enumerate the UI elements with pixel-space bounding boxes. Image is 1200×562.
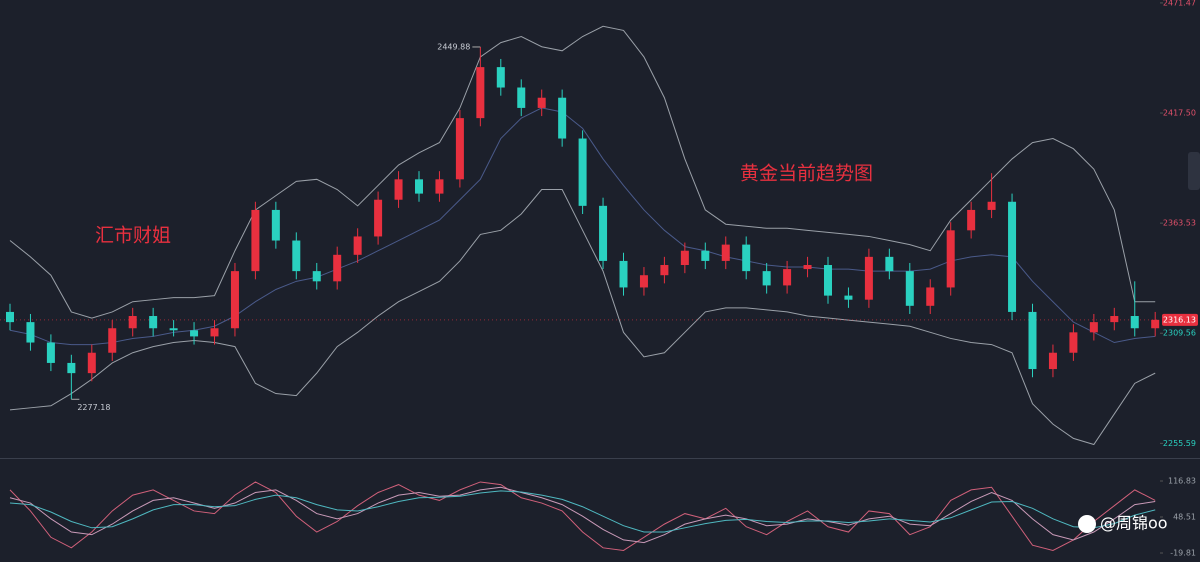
- candle-body: [6, 311, 14, 323]
- band-line: [9, 107, 1156, 346]
- candle-body: [1151, 319, 1160, 329]
- oscillator-line: [9, 481, 1156, 551]
- candle-body: [67, 362, 76, 374]
- oscillator-line: [9, 486, 1156, 544]
- candle-body: [844, 295, 853, 300]
- candle-body: [639, 275, 648, 288]
- candle-body: [558, 97, 567, 139]
- y-tick-label: -19.81: [1170, 548, 1196, 557]
- candle-body: [619, 260, 628, 288]
- price-tag: [1162, 313, 1198, 326]
- candle-body: [517, 87, 526, 108]
- candle-body: [762, 271, 771, 286]
- candle-body: [987, 201, 996, 210]
- candle-body: [1089, 322, 1098, 333]
- low-label: 2277.18: [77, 403, 110, 412]
- candle-body: [169, 328, 178, 331]
- candle-body: [1008, 201, 1017, 312]
- candle-body: [864, 256, 873, 300]
- watermark: @周锦oo: [1100, 514, 1168, 533]
- y-tick-label: 116.83: [1168, 477, 1196, 486]
- candle-body: [599, 205, 608, 261]
- candle-body: [926, 287, 935, 306]
- candle-body: [374, 199, 383, 237]
- candle-body: [415, 179, 423, 194]
- y-tick-label: 48.51: [1173, 513, 1196, 522]
- scroll-button[interactable]: [1188, 152, 1200, 190]
- annotation: 汇市财姐: [95, 225, 171, 247]
- candle-body: [476, 67, 485, 119]
- y-tick-label: 2417.50: [1163, 109, 1196, 118]
- candle-body: [967, 209, 976, 231]
- annotation: 黄金当前趋势图: [740, 163, 873, 185]
- candle-body: [824, 265, 832, 296]
- candle-body: [312, 271, 321, 282]
- candle-body: [394, 179, 403, 200]
- candle-body: [701, 250, 710, 261]
- candle-body: [721, 244, 730, 261]
- candle-body: [353, 236, 362, 255]
- candle-body: [333, 254, 342, 282]
- candle-body: [1069, 332, 1078, 353]
- candle-body: [292, 240, 301, 272]
- candle-body: [271, 209, 280, 241]
- candle-body: [26, 322, 35, 343]
- candle-body: [128, 316, 137, 329]
- candle-body: [230, 271, 239, 329]
- candle-body: [578, 138, 587, 206]
- candle-body: [905, 271, 914, 306]
- candle-body: [803, 265, 812, 270]
- oscillator-line: [9, 490, 1156, 533]
- candle-body: [946, 230, 955, 288]
- y-tick-label: 2255.59: [1163, 439, 1196, 448]
- candle-body: [455, 118, 464, 180]
- candle-body: [537, 97, 546, 108]
- high-label: 2449.88: [437, 42, 470, 51]
- candle-body: [1048, 352, 1057, 370]
- y-tick-label: 2309.56: [1163, 329, 1196, 338]
- candle-body: [210, 328, 219, 337]
- candle-body: [660, 265, 669, 276]
- candle-body: [1028, 311, 1037, 370]
- candle-body: [496, 67, 505, 88]
- y-tick-label: 2363.53: [1163, 219, 1196, 228]
- candle-body: [251, 209, 260, 272]
- candle-body: [46, 342, 55, 363]
- candle-body: [108, 328, 117, 353]
- watermark-icon: [1078, 515, 1096, 533]
- band-line: [9, 25, 1156, 319]
- candle-body: [1110, 316, 1119, 323]
- candle-body: [1130, 316, 1139, 329]
- y-tick-label: 2471.47: [1163, 0, 1196, 7]
- candle-body: [885, 256, 894, 272]
- candle-body: [680, 250, 689, 266]
- candle-body: [435, 179, 444, 194]
- price-tag-label: 2316.13: [1163, 315, 1196, 324]
- candle-body: [190, 330, 199, 337]
- candle-body: [783, 269, 792, 286]
- band-line: [9, 189, 1156, 446]
- candle-body: [149, 316, 158, 329]
- candle-body: [742, 244, 751, 272]
- candle-body: [87, 352, 96, 374]
